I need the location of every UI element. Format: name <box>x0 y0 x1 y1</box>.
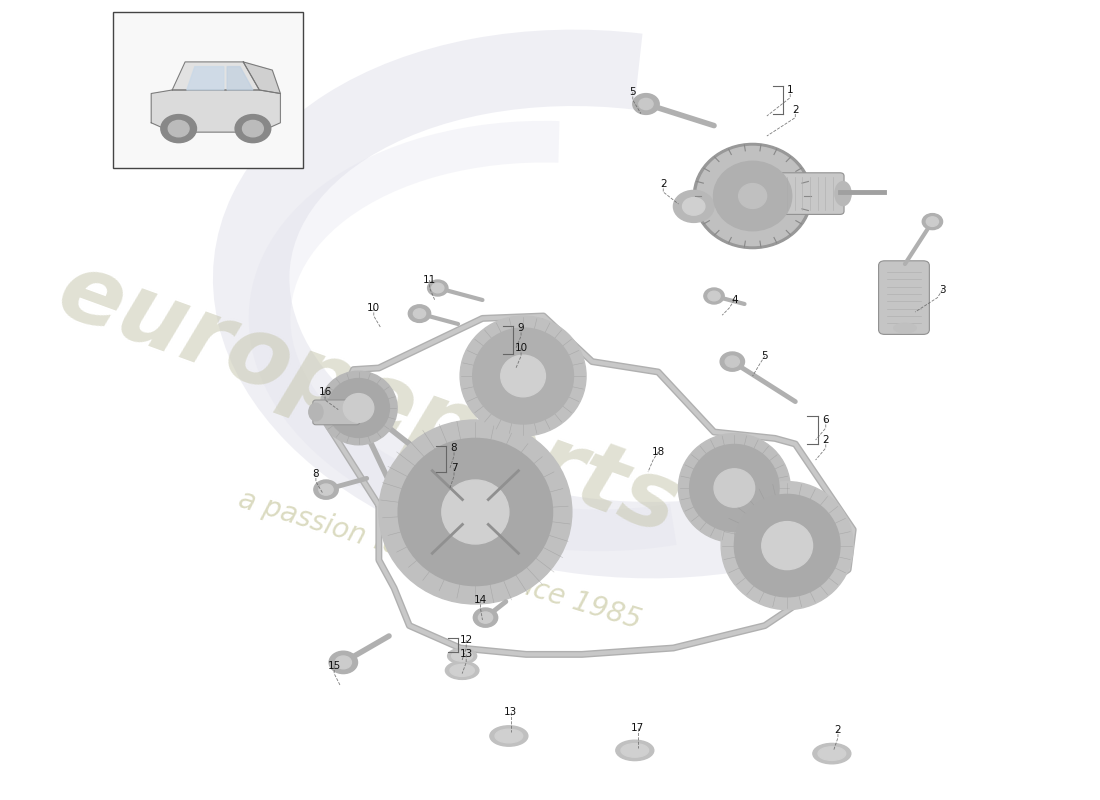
Polygon shape <box>243 62 280 94</box>
Circle shape <box>639 98 653 110</box>
Text: 2: 2 <box>792 105 799 114</box>
Circle shape <box>922 214 943 230</box>
Text: 5: 5 <box>761 351 768 361</box>
Circle shape <box>704 288 724 304</box>
Text: 10: 10 <box>515 343 528 353</box>
Ellipse shape <box>722 482 854 610</box>
Circle shape <box>235 114 271 142</box>
Ellipse shape <box>693 143 812 249</box>
Text: 11: 11 <box>424 275 437 285</box>
Circle shape <box>168 121 189 137</box>
Ellipse shape <box>378 420 572 604</box>
Text: 2: 2 <box>660 179 667 189</box>
FancyBboxPatch shape <box>312 400 360 425</box>
Ellipse shape <box>343 394 374 422</box>
Circle shape <box>673 190 714 222</box>
Ellipse shape <box>328 378 389 438</box>
FancyBboxPatch shape <box>879 261 930 334</box>
Bar <box>113 12 303 168</box>
Circle shape <box>161 114 197 142</box>
Ellipse shape <box>739 184 767 209</box>
Polygon shape <box>151 90 280 132</box>
Text: 8: 8 <box>312 469 319 478</box>
Ellipse shape <box>398 438 552 586</box>
Circle shape <box>319 484 333 495</box>
Circle shape <box>478 612 493 623</box>
Text: 1: 1 <box>786 85 793 94</box>
Polygon shape <box>173 62 260 90</box>
Text: 3: 3 <box>939 285 946 294</box>
Text: 17: 17 <box>631 723 645 733</box>
Ellipse shape <box>813 743 851 764</box>
Ellipse shape <box>450 664 474 677</box>
Text: 13: 13 <box>460 650 473 659</box>
Ellipse shape <box>616 740 653 761</box>
Circle shape <box>720 352 745 371</box>
Ellipse shape <box>500 355 546 397</box>
Circle shape <box>725 356 739 367</box>
Ellipse shape <box>835 182 851 206</box>
Text: 10: 10 <box>367 303 381 313</box>
Circle shape <box>329 651 358 674</box>
Ellipse shape <box>714 469 755 507</box>
Circle shape <box>632 94 659 114</box>
Ellipse shape <box>690 445 779 531</box>
Circle shape <box>428 280 448 296</box>
Ellipse shape <box>621 744 649 757</box>
Text: 15: 15 <box>328 661 341 670</box>
Text: 8: 8 <box>451 443 458 453</box>
Polygon shape <box>227 66 253 90</box>
Ellipse shape <box>460 316 586 436</box>
Ellipse shape <box>818 747 846 760</box>
Text: 2: 2 <box>835 725 842 734</box>
Ellipse shape <box>894 323 916 333</box>
Text: 5: 5 <box>629 87 636 97</box>
FancyBboxPatch shape <box>776 173 844 214</box>
Ellipse shape <box>495 730 522 742</box>
Text: 13: 13 <box>504 707 517 717</box>
Text: 9: 9 <box>518 323 525 333</box>
Circle shape <box>336 656 351 669</box>
Ellipse shape <box>696 146 808 246</box>
Text: europeparts: europeparts <box>46 245 692 555</box>
Text: 7: 7 <box>451 463 458 473</box>
Ellipse shape <box>442 480 509 544</box>
Ellipse shape <box>490 726 528 746</box>
Circle shape <box>414 309 426 318</box>
Circle shape <box>408 305 431 322</box>
Text: 18: 18 <box>651 447 664 457</box>
Circle shape <box>242 121 263 137</box>
Circle shape <box>926 217 938 226</box>
Text: 2: 2 <box>823 435 829 445</box>
Circle shape <box>314 480 338 499</box>
Ellipse shape <box>714 162 792 230</box>
Ellipse shape <box>679 434 790 542</box>
Text: 4: 4 <box>732 295 738 305</box>
Circle shape <box>708 291 720 301</box>
Ellipse shape <box>452 651 473 661</box>
Circle shape <box>473 608 497 627</box>
Text: 6: 6 <box>823 415 829 425</box>
Ellipse shape <box>309 403 323 421</box>
Ellipse shape <box>448 648 476 664</box>
Text: 12: 12 <box>460 635 473 645</box>
Ellipse shape <box>320 371 397 445</box>
Ellipse shape <box>446 662 478 679</box>
Circle shape <box>431 283 444 293</box>
Text: a passion for parts since 1985: a passion for parts since 1985 <box>235 486 645 634</box>
Text: 16: 16 <box>318 387 332 397</box>
Ellipse shape <box>473 328 573 424</box>
Ellipse shape <box>735 494 840 597</box>
Ellipse shape <box>762 522 813 570</box>
Polygon shape <box>187 66 224 90</box>
Text: 14: 14 <box>474 595 487 605</box>
Circle shape <box>683 198 705 215</box>
